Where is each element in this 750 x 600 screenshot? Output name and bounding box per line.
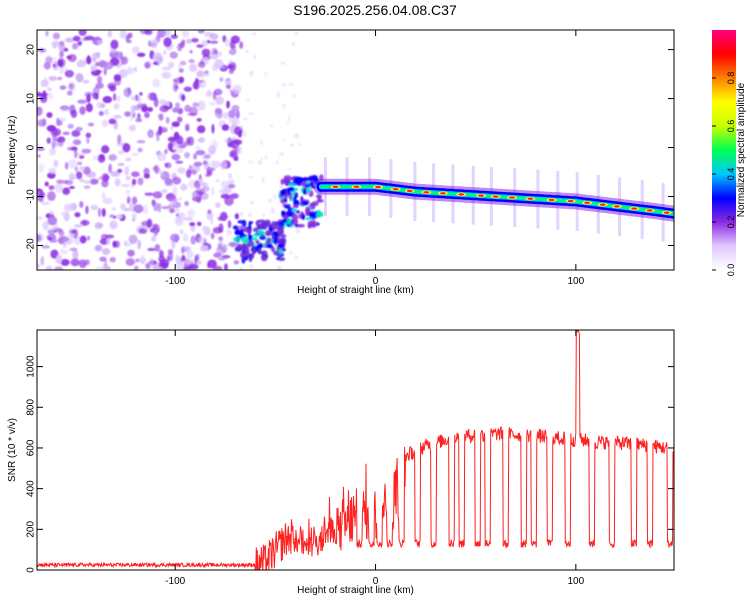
ridge-peak: [439, 192, 446, 195]
spectrogram-y-tick-label: 0: [26, 144, 37, 150]
ridge-peak: [663, 211, 670, 214]
colorbar: [712, 30, 736, 270]
ridge-peak: [392, 187, 399, 191]
spectrogram-x-tick-label: -100: [165, 276, 185, 287]
colorbar-tick-label: 0.8: [726, 72, 736, 85]
colorbar-tick-label: 0.0: [726, 264, 736, 277]
snr-y-tick-label: 1000: [26, 355, 37, 378]
spectrogram-y-tick-label: -20: [26, 238, 37, 253]
snr-y-tick-label: 0: [26, 567, 37, 573]
snr-y-axis-label: SNR (10 * v/v): [7, 418, 18, 482]
ridge-peak: [406, 189, 413, 193]
spectrogram-frame: [36, 29, 675, 271]
ridge-peak: [375, 185, 382, 189]
snr-series-line: [37, 330, 674, 570]
snr-x-tick-label: 100: [568, 576, 585, 587]
ridge-peak: [646, 209, 653, 212]
snr-y-tick-label: 200: [26, 521, 37, 538]
snr-x-tick-label: 0: [373, 576, 379, 587]
ridge-peak: [613, 205, 620, 208]
colorbar-tick-label: 0.4: [726, 168, 736, 181]
ridge-peak: [509, 196, 516, 199]
snr-plot-frame: [36, 329, 675, 571]
snr-y-tick-label: 800: [26, 399, 37, 416]
spectrogram-y-tick-label: 10: [26, 93, 37, 105]
ridge-peak: [332, 185, 339, 188]
spectrogram-x-tick-label: 0: [373, 276, 379, 287]
spectrogram-image: [37, 30, 674, 270]
ridge-peak: [548, 198, 555, 202]
ridge-peak: [567, 199, 574, 203]
ridge-peak: [458, 193, 465, 196]
snr-x-tick-label: -100: [165, 576, 185, 587]
colorbar-tick-label: 0.2: [726, 216, 736, 229]
ridge-peak: [527, 197, 534, 200]
ridge-peak: [353, 185, 360, 188]
ridge-peak: [423, 191, 430, 194]
spectrogram-x-axis-label: Height of straight line (km): [297, 285, 414, 296]
ridge-peak: [631, 207, 638, 210]
spectrogram-blobs: [37, 30, 324, 270]
colorbar-label: Normalized spectral amplitude: [736, 82, 747, 217]
spectrogram-y-tick-label: 20: [26, 44, 37, 56]
spectrogram-x-tick-label: 100: [568, 276, 585, 287]
ridge-peak: [478, 194, 485, 197]
spectrogram-y-axis-label: Frequency (Hz): [7, 116, 18, 185]
colorbar-tick-label: 0.6: [726, 120, 736, 133]
snr-y-tick-label: 600: [26, 439, 37, 456]
ridge-peak: [584, 201, 591, 205]
ridge-peak: [599, 203, 606, 206]
snr-y-tick-label: 400: [26, 480, 37, 497]
ridge-peak: [492, 195, 499, 198]
snr-x-axis-label: Height of straight line (km): [297, 585, 414, 596]
chart-title: S196.2025.256.04.08.C37: [293, 2, 457, 18]
spectrogram-y-tick-label: -10: [26, 189, 37, 204]
ridge-band: [313, 157, 674, 242]
